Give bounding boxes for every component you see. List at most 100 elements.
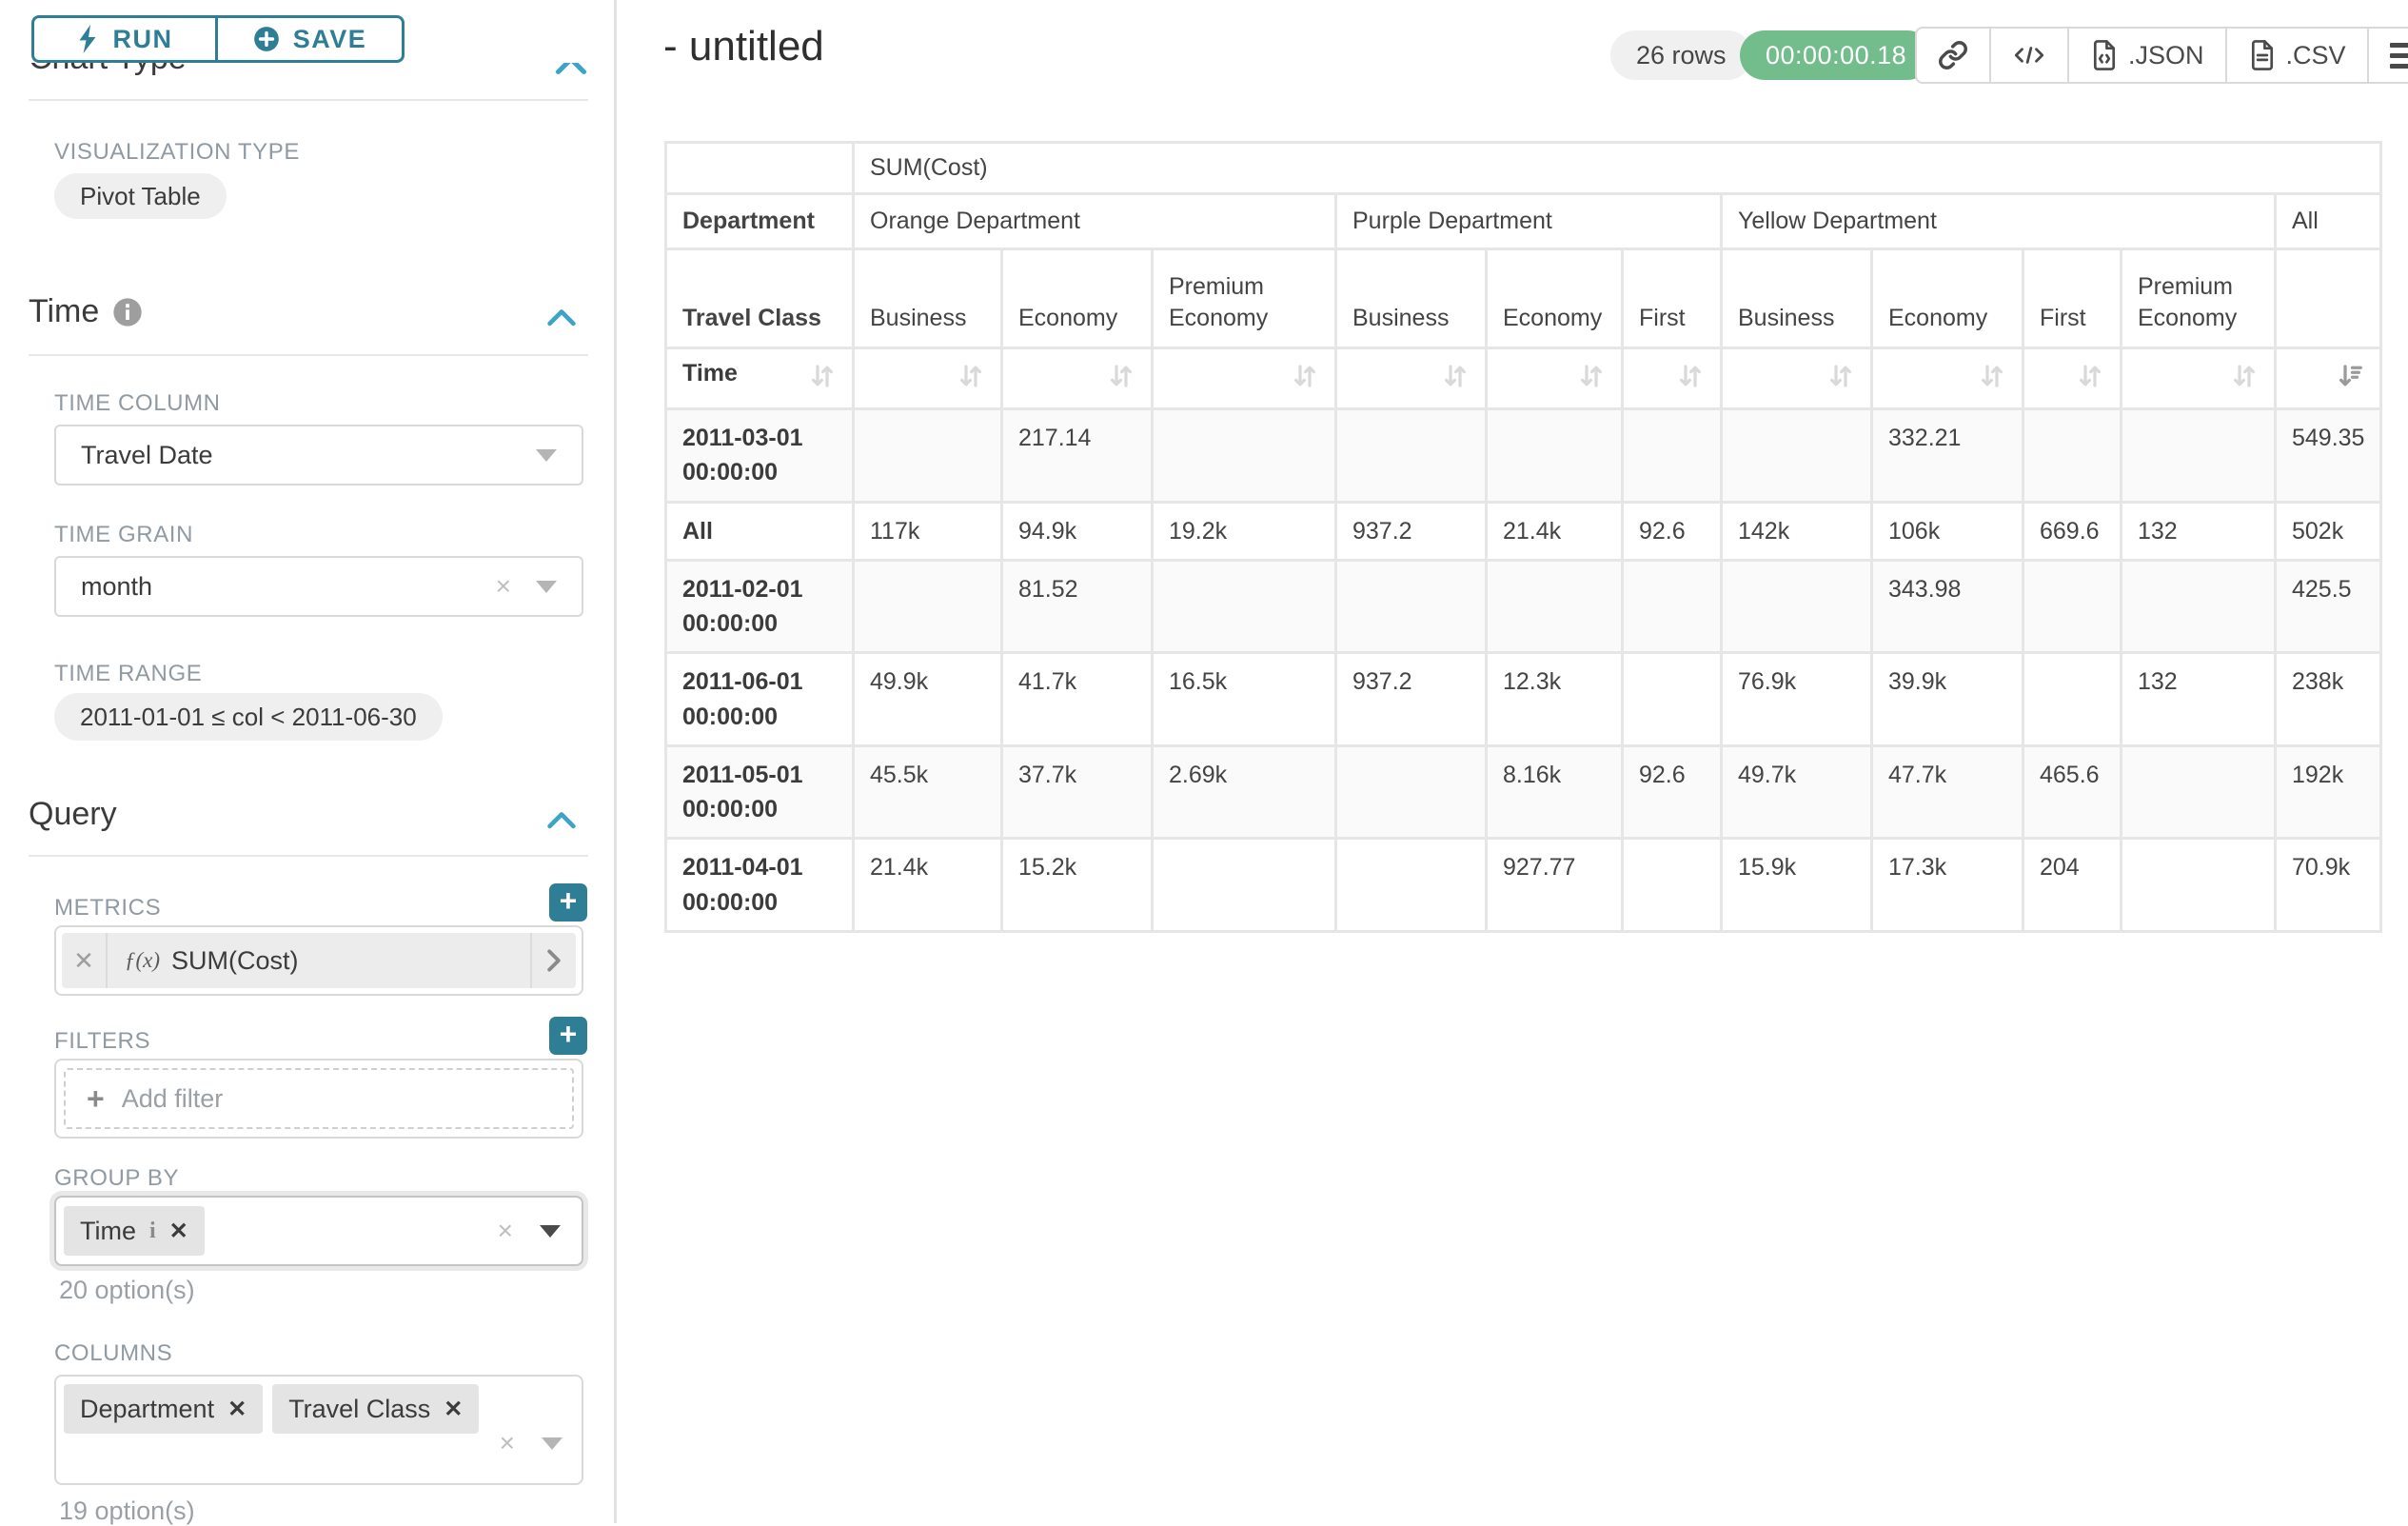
table-row: 2011-02-01 00:00:00 81.52 343.98 425.5 <box>664 558 2383 655</box>
data-cell: 502k <box>2273 500 2383 562</box>
time-column-select[interactable]: Travel Date <box>54 425 583 486</box>
table-row: 2011-06-01 00:00:00 49.9k 41.7k 16.5k 937.2 1… <box>664 651 2383 747</box>
sort-toggle-icon[interactable] <box>808 362 837 397</box>
section-divider <box>29 99 588 101</box>
sort-toggle-icon[interactable] <box>1826 362 1855 397</box>
remove-tag-icon[interactable]: ✕ <box>168 1218 188 1244</box>
view-query-button[interactable] <box>1989 29 2067 82</box>
time-grain-select[interactable]: month × <box>54 556 583 617</box>
column-group-header: Purple Department <box>1334 192 1723 250</box>
sort-toggle-icon[interactable] <box>1676 362 1705 397</box>
sort-header-cell[interactable] <box>1720 347 1873 410</box>
data-cell: 41.7k <box>1000 651 1154 747</box>
add-filter-plus-button[interactable]: + <box>549 1017 587 1055</box>
sort-toggle-icon[interactable] <box>1291 362 1319 397</box>
expand-metric-icon[interactable] <box>530 933 576 988</box>
chevron-down-icon[interactable] <box>542 1437 563 1450</box>
copy-link-button[interactable] <box>1917 29 1989 82</box>
data-cell: 37.7k <box>1000 743 1154 841</box>
sort-header-cell[interactable] <box>1334 347 1488 410</box>
control-panel-sidebar: Chart Type RUN SAVE VISUALIZATION TYPE P… <box>0 0 617 1525</box>
chart-title[interactable]: - untitled <box>663 23 824 69</box>
sort-toggle-icon[interactable] <box>1978 362 2006 397</box>
export-json-button[interactable]: .JSON <box>2067 29 2225 82</box>
sort-header-cell[interactable] <box>1151 347 1337 410</box>
visualization-type-pill[interactable]: Pivot Table <box>54 173 227 219</box>
column-header: Premium Economy <box>1151 248 1337 349</box>
data-cell: 669.6 <box>2022 500 2122 562</box>
clear-icon[interactable]: × <box>497 1216 513 1245</box>
column-header: Business <box>1334 248 1488 349</box>
sort-toggle-icon[interactable] <box>2076 362 2104 397</box>
run-button[interactable]: RUN <box>31 15 218 63</box>
chevron-down-icon[interactable] <box>540 1224 561 1238</box>
collapse-query-chevron-icon[interactable] <box>545 809 578 830</box>
remove-tag-icon[interactable]: ✕ <box>444 1396 464 1422</box>
sort-header-cell[interactable] <box>2273 347 2383 410</box>
pivot-table-container: SUM(Cost) Department Orange Department Purp… <box>664 141 2383 933</box>
group-by-options-hint: 20 option(s) <box>59 1276 195 1304</box>
data-cell <box>1621 407 1723 504</box>
sort-toggle-icon[interactable] <box>1577 362 1606 397</box>
export-csv-button[interactable]: .CSV <box>2224 29 2367 82</box>
group-by-label: GROUP BY <box>54 1165 180 1191</box>
remove-metric-icon[interactable]: ✕ <box>62 933 108 988</box>
sort-header-cell[interactable] <box>1000 347 1154 410</box>
sort-desc-active-icon[interactable] <box>2336 362 2364 397</box>
sort-toggle-icon[interactable] <box>957 362 985 397</box>
sort-toggle-icon[interactable] <box>1441 362 1470 397</box>
time-column-label: TIME COLUMN <box>54 390 221 416</box>
sort-header-cell[interactable] <box>1870 347 2024 410</box>
column-group-header: Yellow Department <box>1720 192 2277 250</box>
time-range-pill[interactable]: 2011-01-01 ≤ col < 2011-06-30 <box>54 693 443 741</box>
menu-button[interactable] <box>2366 29 2408 82</box>
time-section-header[interactable]: Time <box>29 293 143 330</box>
sort-header-cell[interactable] <box>1485 347 1624 410</box>
data-cell: 549.35 <box>2273 407 2383 504</box>
row-label-cell: 2011-04-01 00:00:00 <box>664 837 855 933</box>
data-cell <box>2120 407 2277 504</box>
columns-select[interactable]: Department ✕ Travel Class ✕ × <box>54 1375 583 1485</box>
data-cell <box>1621 558 1723 655</box>
column-header: Economy <box>1870 248 2024 349</box>
time-grain-label: TIME GRAIN <box>54 522 194 547</box>
sort-header-cell[interactable] <box>2022 347 2122 410</box>
metric-name: SUM(Cost) <box>171 945 299 975</box>
data-cell <box>1720 558 1873 655</box>
data-cell <box>2022 407 2122 504</box>
data-cell: 343.98 <box>1870 558 2024 655</box>
sort-toggle-icon[interactable] <box>1107 362 1135 397</box>
data-cell: 47.7k <box>1870 743 2024 841</box>
clear-icon[interactable]: × <box>495 571 511 601</box>
column-header <box>2273 248 2383 349</box>
row-dimension-label: Time <box>682 360 738 386</box>
collapse-time-chevron-icon[interactable] <box>545 307 578 327</box>
group-by-select[interactable]: Time i ✕ × <box>54 1196 583 1266</box>
chevron-up-icon[interactable] <box>554 63 588 76</box>
table-row: 2011-04-01 00:00:00 21.4k 15.2k 927.77 15.9k… <box>664 837 2383 933</box>
sort-toggle-icon[interactable] <box>2230 362 2259 397</box>
data-cell <box>1151 558 1337 655</box>
sort-header-cell[interactable] <box>852 347 1003 410</box>
add-filter-button[interactable]: + Add filter <box>64 1068 574 1129</box>
info-icon[interactable] <box>112 297 143 327</box>
add-metric-button[interactable]: + <box>549 883 587 922</box>
remove-tag-icon[interactable]: ✕ <box>227 1396 247 1422</box>
add-filter-placeholder: Add filter <box>121 1083 224 1113</box>
group-by-tag: Time i ✕ <box>64 1206 205 1256</box>
metric-pill[interactable]: ✕ ƒ(x) SUM(Cost) <box>62 933 576 988</box>
sort-header-cell[interactable] <box>1621 347 1723 410</box>
sort-header-cell[interactable] <box>2120 347 2277 410</box>
row-dimension-header[interactable]: Time <box>664 347 855 410</box>
clear-icon[interactable]: × <box>499 1428 515 1457</box>
chart-type-section-clipped: Chart Type <box>29 63 588 99</box>
corner-empty-cell <box>664 141 855 195</box>
metric-header-cell: SUM(Cost) <box>851 141 2383 195</box>
save-button[interactable]: SAVE <box>218 15 405 63</box>
columns-tag: Travel Class ✕ <box>272 1384 480 1434</box>
query-section-header[interactable]: Query <box>29 796 117 832</box>
table-row: 2011-03-01 00:00:00 217.14 332.21 549.35 <box>664 407 2383 504</box>
data-cell: 39.9k <box>1870 651 2024 747</box>
info-icon[interactable]: i <box>149 1218 156 1243</box>
data-cell <box>1621 651 1723 747</box>
